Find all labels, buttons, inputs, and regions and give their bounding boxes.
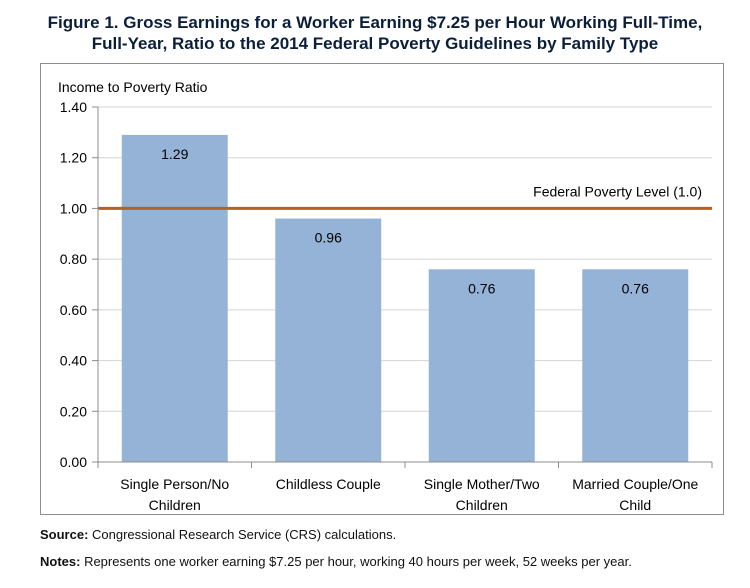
figure-title-line-1: Figure 1. Gross Earnings for a Worker Ea… [47, 13, 703, 32]
labels: 0.00 0.20 0.40 0.60 0.80 1.00 1.20 1.40 Income t… [58, 79, 702, 513]
source-text: Congressional Research Service (CRS) cal… [88, 527, 397, 542]
axes [92, 106, 713, 468]
poverty-level-label: Federal Poverty Level (1.0) [533, 183, 702, 199]
x-category-label: Married Couple/One [572, 476, 698, 492]
figure-title-line-2: Full-Year, Ratio to the 2014 Federal Pov… [91, 34, 659, 53]
bar [582, 269, 689, 462]
bar [121, 134, 228, 462]
y-tick-label: 1.20 [60, 150, 87, 166]
notes-note: Notes: Represents one worker earning $7.… [40, 554, 632, 569]
source-note: Source: Congressional Research Service (… [40, 527, 396, 542]
x-category-label: Child [619, 497, 651, 513]
chart-frame [40, 63, 724, 515]
y-tick-label: 0.20 [60, 403, 87, 419]
bar-data-label: 0.96 [315, 230, 342, 246]
bar-data-label: 0.76 [622, 280, 649, 296]
y-tick-label: 0.80 [60, 251, 87, 267]
x-category-label: Childless Couple [276, 476, 381, 492]
y-tick-label: 0.40 [60, 353, 87, 369]
x-category-label: Children [456, 497, 508, 513]
y-tick-label: 1.00 [60, 200, 87, 216]
x-category-label: Single Mother/Two [424, 476, 540, 492]
x-category-label: Single Person/No [120, 476, 229, 492]
bar-data-label: 0.76 [468, 280, 495, 296]
figure-title: Figure 1. Gross Earnings for a Worker Ea… [0, 12, 750, 54]
y-tick-label: 1.40 [60, 99, 87, 115]
y-axis-label: Income to Poverty Ratio [58, 79, 208, 95]
x-category-label: Children [149, 497, 201, 513]
bar [275, 218, 382, 462]
y-tick-label: 0.60 [60, 302, 87, 318]
source-label: Source: [40, 527, 89, 542]
y-tick-label: 0.00 [60, 454, 87, 470]
notes-text: Represents one worker earning $7.25 per … [80, 554, 632, 569]
bar [428, 269, 535, 462]
bars [121, 134, 689, 462]
bar-data-label: 1.29 [161, 146, 188, 162]
notes-label: Notes: [40, 554, 81, 569]
